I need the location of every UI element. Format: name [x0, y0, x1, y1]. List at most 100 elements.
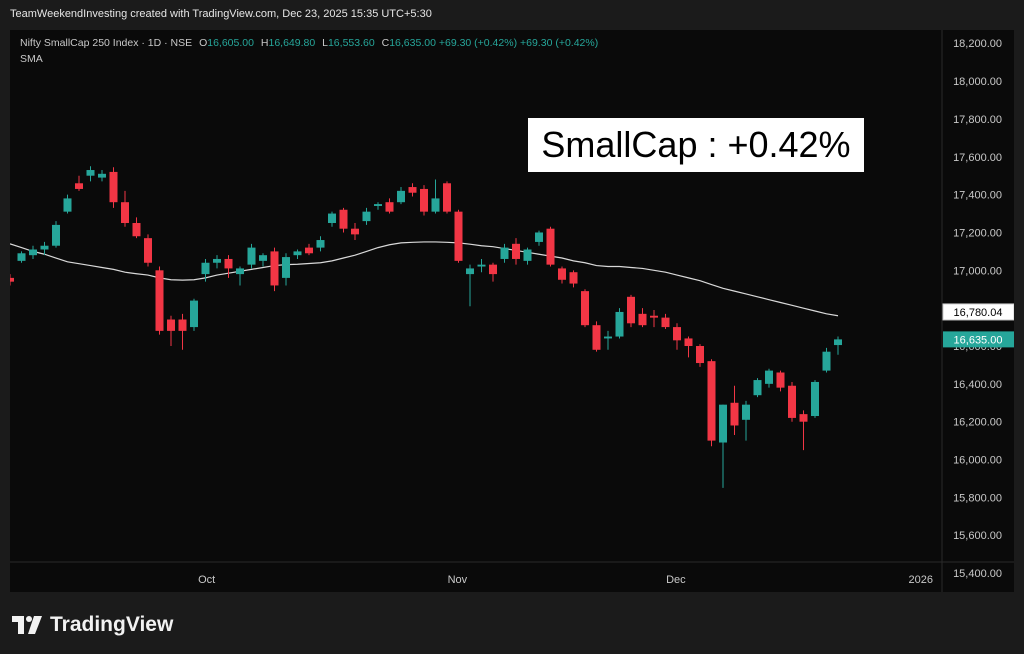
y-tick-label: 17,400.00	[953, 190, 1002, 202]
candle-body	[282, 257, 290, 278]
candle-body	[719, 404, 727, 443]
high-label: H	[260, 37, 269, 49]
y-tick-label: 18,200.00	[953, 38, 1002, 50]
candle-body	[109, 171, 118, 203]
candle-body	[661, 317, 670, 328]
low-value: 16,553.60	[327, 37, 375, 49]
candle-body	[581, 291, 589, 326]
candle-body	[776, 372, 785, 388]
candle-body	[362, 211, 371, 222]
candle-body	[52, 224, 60, 246]
candle-body	[431, 198, 440, 212]
candle-body	[385, 202, 394, 212]
candle-body	[167, 319, 175, 331]
candle-body	[155, 270, 164, 331]
last-close-label: 16,635.00	[954, 334, 1003, 346]
y-tick-label: 18,000.00	[953, 76, 1002, 88]
candle-body	[351, 228, 359, 235]
candle-body	[753, 380, 762, 396]
candle-body	[17, 253, 26, 261]
candle-body	[466, 268, 474, 275]
candle-body	[569, 272, 578, 284]
candle-body	[765, 370, 773, 384]
candle-body	[339, 209, 348, 229]
candle-body	[224, 258, 233, 269]
x-tick-label: Nov	[448, 574, 468, 586]
candle-body	[627, 296, 635, 324]
candle-body	[247, 247, 256, 265]
candle-body	[374, 204, 382, 206]
candle-body	[270, 251, 279, 286]
sma-indicator-label[interactable]: SMA	[20, 53, 43, 65]
candle-body	[305, 247, 313, 254]
candle-body	[707, 361, 716, 441]
candle-body	[638, 313, 647, 326]
change-value: +69.30 (+0.42%)	[438, 37, 518, 49]
sma-value-tag	[942, 303, 1014, 321]
candle-body	[328, 213, 336, 224]
y-tick-label: 16,200.00	[953, 417, 1002, 429]
close-label: C	[381, 37, 390, 49]
candle-body	[604, 336, 612, 339]
y-tick-label: 15,400.00	[953, 568, 1002, 580]
candlestick-chart[interactable]: 18,200.00 18,000.00 17,800.00 17,600.00 17,4…	[10, 30, 1014, 592]
candle-body	[236, 268, 244, 275]
candle-body	[86, 170, 95, 176]
open-value: 16,605.00	[207, 37, 254, 49]
footer-bar	[0, 592, 1024, 654]
candle-body	[523, 249, 532, 261]
candle-body	[10, 277, 14, 282]
candle-body	[546, 228, 555, 265]
y-tick-label: 15,800.00	[953, 492, 1002, 504]
candle-body	[420, 188, 428, 212]
y-tick-label: 16,400.00	[953, 379, 1002, 391]
close-value: 16,635.00	[389, 37, 436, 49]
candle-body	[615, 311, 624, 337]
candle-body	[98, 173, 106, 178]
candle-body	[144, 238, 152, 263]
chart-pane[interactable]: 18,200.00 18,000.00 17,800.00 17,600.00 17,4…	[10, 30, 1014, 592]
candle-body	[75, 183, 83, 189]
candle-body	[201, 262, 210, 275]
candle-body	[397, 190, 405, 203]
last-close-tag	[943, 331, 1014, 348]
candle-body	[316, 240, 325, 248]
candle-body	[213, 258, 221, 263]
candle-body	[121, 202, 129, 224]
candle-body	[535, 232, 543, 242]
candle-body	[259, 255, 267, 261]
ohlc-legend: Nifty SmallCap 250 Index · 1D · NSE O16,…	[20, 37, 598, 49]
candle-body	[742, 404, 750, 420]
attribution-bar: TeamWeekendInvesting created with Tradin…	[0, 0, 1024, 30]
candle-body	[673, 327, 681, 341]
tradingview-logo[interactable]: TradingView	[12, 613, 173, 637]
candle-body	[684, 338, 693, 347]
candle-body	[788, 385, 796, 418]
candle-body	[408, 187, 417, 193]
y-tick-label: 15,600.00	[953, 530, 1002, 542]
candle-body	[477, 264, 486, 267]
candle-body	[29, 249, 37, 256]
candle-body	[40, 245, 49, 250]
y-tick-label: 17,800.00	[953, 114, 1002, 126]
low-label: L	[322, 37, 328, 49]
high-value: 16,649.80	[268, 37, 316, 49]
change-value-2: +69.30 (+0.42%)	[520, 37, 599, 49]
tradingview-logo-text: TradingView	[50, 613, 174, 636]
candle-body	[443, 183, 451, 212]
y-tick-label: 17,200.00	[953, 227, 1002, 239]
candle-body	[696, 346, 704, 364]
candle-body	[799, 414, 808, 422]
candle-body	[592, 325, 601, 350]
open-label: O	[199, 37, 208, 49]
candle-body	[822, 351, 831, 371]
candle-body	[811, 381, 819, 417]
sma-line	[10, 241, 839, 317]
candle-body	[650, 315, 658, 318]
x-tick-label: Dec	[666, 574, 686, 586]
sma-value-label: 16,780.04	[954, 307, 1003, 319]
x-tick-label: 2026	[909, 574, 933, 586]
symbol-label: Nifty SmallCap 250 Index · 1D · NSE	[20, 37, 193, 49]
candle-body	[63, 198, 72, 212]
candle-body	[178, 319, 187, 331]
